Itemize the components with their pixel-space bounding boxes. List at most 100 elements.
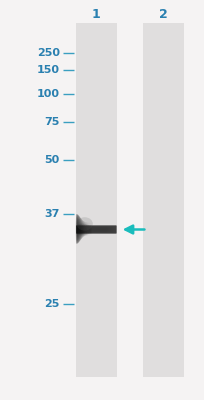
Ellipse shape [91,226,92,233]
Ellipse shape [109,226,110,233]
Ellipse shape [79,224,80,235]
Ellipse shape [103,226,104,233]
Ellipse shape [92,226,93,233]
Ellipse shape [101,226,102,233]
Ellipse shape [80,218,81,240]
Ellipse shape [86,224,87,235]
Ellipse shape [76,214,78,244]
Ellipse shape [90,226,91,234]
Ellipse shape [104,226,105,233]
Ellipse shape [79,224,80,235]
Ellipse shape [110,226,111,233]
Ellipse shape [79,217,81,241]
Ellipse shape [89,225,90,234]
Ellipse shape [87,225,88,234]
Ellipse shape [82,220,83,238]
Ellipse shape [93,226,94,233]
Ellipse shape [80,224,81,236]
Ellipse shape [110,226,111,233]
Ellipse shape [105,226,106,233]
Ellipse shape [106,226,107,233]
Ellipse shape [105,226,106,233]
Ellipse shape [78,215,79,243]
Ellipse shape [96,226,97,233]
Ellipse shape [88,225,89,234]
Ellipse shape [104,226,105,233]
Ellipse shape [81,220,83,238]
Ellipse shape [94,226,95,233]
Ellipse shape [80,219,82,239]
Ellipse shape [83,224,84,236]
Ellipse shape [85,224,86,235]
Ellipse shape [82,223,83,236]
Ellipse shape [80,219,82,239]
Ellipse shape [108,226,109,233]
Ellipse shape [76,217,92,231]
Ellipse shape [79,224,80,235]
Ellipse shape [101,226,102,233]
Ellipse shape [76,214,78,244]
Ellipse shape [77,224,78,235]
Ellipse shape [97,226,98,233]
Text: 150: 150 [37,66,59,76]
Ellipse shape [82,221,84,237]
Ellipse shape [78,224,79,235]
Ellipse shape [95,226,96,233]
Ellipse shape [81,224,82,236]
Ellipse shape [98,226,99,233]
Ellipse shape [86,224,87,235]
Ellipse shape [82,223,83,236]
Ellipse shape [87,225,88,234]
Ellipse shape [77,224,78,235]
Ellipse shape [84,222,85,236]
Ellipse shape [83,221,84,236]
Ellipse shape [81,223,82,236]
Ellipse shape [100,226,101,233]
Ellipse shape [98,226,99,233]
Ellipse shape [79,217,80,241]
Ellipse shape [83,222,85,236]
Ellipse shape [100,226,101,233]
Ellipse shape [84,224,85,235]
Ellipse shape [103,226,104,233]
Ellipse shape [82,221,84,237]
Ellipse shape [83,224,84,236]
Ellipse shape [97,226,98,233]
Ellipse shape [76,225,77,234]
Ellipse shape [83,222,85,236]
Ellipse shape [76,225,77,234]
Ellipse shape [78,216,80,242]
Ellipse shape [99,226,100,233]
Ellipse shape [94,226,95,233]
Ellipse shape [102,226,103,233]
Ellipse shape [107,226,108,233]
Ellipse shape [81,220,82,238]
Bar [143,23,183,377]
Ellipse shape [103,226,104,233]
FancyArrowPatch shape [125,226,144,233]
Ellipse shape [76,214,77,244]
Ellipse shape [88,225,89,234]
Ellipse shape [78,216,80,242]
Text: 2: 2 [159,8,167,21]
Text: 1: 1 [92,8,100,21]
Ellipse shape [101,226,102,233]
Ellipse shape [92,226,93,233]
Ellipse shape [77,224,78,234]
Ellipse shape [89,225,90,234]
Ellipse shape [82,221,83,237]
Ellipse shape [94,226,95,233]
Ellipse shape [77,214,79,243]
Ellipse shape [107,226,108,233]
Text: 250: 250 [37,48,59,58]
Text: 25: 25 [44,299,59,309]
Text: 75: 75 [44,117,59,127]
Ellipse shape [78,224,79,235]
Ellipse shape [78,216,79,242]
Ellipse shape [80,224,81,236]
Ellipse shape [99,226,100,233]
Ellipse shape [107,226,108,233]
Ellipse shape [81,220,83,238]
Ellipse shape [100,226,101,233]
Ellipse shape [108,226,109,233]
